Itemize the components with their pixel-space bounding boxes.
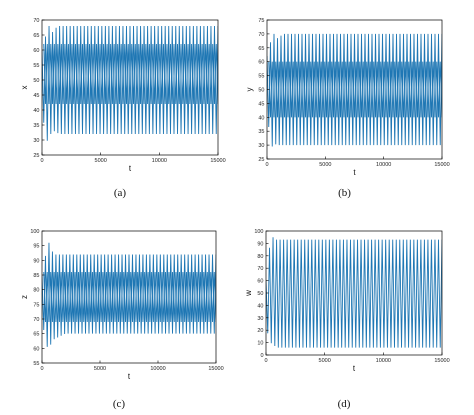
y-tick-label: 40 bbox=[258, 115, 264, 121]
x-tick-label: 15000 bbox=[434, 162, 449, 168]
y-tick-label: 55 bbox=[258, 74, 264, 80]
y-tick-label: 100 bbox=[254, 229, 263, 235]
x-axis-label: t bbox=[129, 164, 132, 173]
x-tick-label: 0 bbox=[40, 366, 43, 372]
y-tick-label: 85 bbox=[33, 273, 39, 279]
axes-frame bbox=[41, 230, 217, 364]
panel-a: 0 5000 10000 15000 25 30 35 40 45 50 55 60 65 70 t x (a) bbox=[20, 18, 226, 199]
panel-caption: (d) bbox=[338, 398, 351, 410]
y-tick-label: 30 bbox=[257, 316, 263, 322]
panel-b: 0 5000 10000 15000 25 30 35 40 45 50 55 60 65 70 75 t y (… bbox=[245, 18, 450, 199]
y-tick-label: 100 bbox=[30, 229, 39, 235]
y-tick-label: 70 bbox=[258, 32, 264, 38]
x-tick-label: 15000 bbox=[208, 366, 223, 372]
y-tick-label: 40 bbox=[33, 108, 39, 114]
y-tick-label: 35 bbox=[258, 129, 264, 135]
series-line-inner bbox=[268, 61, 442, 118]
panel-d: 0 5000 10000 15000 0 10 20 30 40 50 60 70 80 90 100 t w (… bbox=[244, 229, 450, 410]
y-tick-label: 65 bbox=[33, 332, 39, 338]
x-tick-label: 5000 bbox=[319, 162, 331, 168]
x-tick-label: 5000 bbox=[95, 158, 107, 164]
series-line bbox=[42, 242, 216, 347]
y-tick-label: 65 bbox=[33, 33, 39, 39]
y-tick-label: 25 bbox=[258, 157, 264, 163]
y-tick-label: 60 bbox=[33, 48, 39, 54]
y-tick-label: 0 bbox=[260, 353, 263, 359]
y-tick-label: 80 bbox=[33, 288, 39, 294]
x-tick-label: 10000 bbox=[152, 158, 167, 164]
x-tick-label: 10000 bbox=[376, 358, 391, 364]
y-tick-label: 45 bbox=[258, 101, 264, 107]
y-tick-label: 20 bbox=[257, 328, 263, 334]
series-line bbox=[42, 25, 218, 141]
panel-caption: (b) bbox=[338, 187, 351, 199]
y-axis-label: x bbox=[20, 86, 29, 90]
y-axis-label: y bbox=[245, 88, 254, 92]
y-tick-label: 50 bbox=[33, 78, 39, 84]
y-tick-label: 75 bbox=[258, 18, 264, 24]
y-tick-label: 35 bbox=[33, 123, 39, 129]
x-axis-label: t bbox=[353, 364, 356, 373]
y-tick-label: 70 bbox=[33, 317, 39, 323]
x-tick-label: 0 bbox=[40, 158, 43, 164]
y-tick-label: 60 bbox=[257, 279, 263, 285]
x-tick-label: 0 bbox=[265, 162, 268, 168]
panel-caption: (c) bbox=[113, 398, 126, 410]
y-tick-label: 70 bbox=[257, 266, 263, 272]
y-tick-label: 60 bbox=[258, 60, 264, 66]
y-tick-label: 55 bbox=[33, 361, 39, 367]
x-tick-label: 15000 bbox=[434, 358, 449, 364]
x-tick-label: 10000 bbox=[376, 162, 391, 168]
x-axis-label: t bbox=[353, 168, 356, 177]
x-tick-label: 10000 bbox=[150, 366, 165, 372]
y-tick-label: 45 bbox=[33, 93, 39, 99]
y-tick-label: 30 bbox=[33, 138, 39, 144]
y-tick-label: 70 bbox=[33, 18, 39, 24]
y-tick-label: 90 bbox=[33, 258, 39, 264]
x-axis-label: t bbox=[128, 372, 131, 381]
x-tick-label: 15000 bbox=[210, 158, 225, 164]
x-tick-label: 5000 bbox=[319, 358, 331, 364]
y-tick-label: 50 bbox=[257, 291, 263, 297]
y-tick-label: 25 bbox=[33, 153, 39, 159]
y-axis-label: w bbox=[244, 290, 253, 297]
y-tick-label: 65 bbox=[258, 46, 264, 52]
y-tick-label: 90 bbox=[257, 241, 263, 247]
series-line-inner bbox=[43, 272, 216, 322]
series-line-inner bbox=[43, 43, 218, 105]
y-tick-label: 50 bbox=[258, 88, 264, 94]
y-tick-label: 55 bbox=[33, 63, 39, 69]
y-tick-label: 60 bbox=[33, 346, 39, 352]
y-tick-label: 10 bbox=[257, 341, 263, 347]
y-tick-label: 30 bbox=[258, 143, 264, 149]
series-line bbox=[266, 237, 442, 348]
y-tick-label: 80 bbox=[257, 254, 263, 260]
series-line bbox=[267, 33, 442, 147]
axes-frame bbox=[41, 19, 219, 156]
x-tick-label: 0 bbox=[264, 358, 267, 364]
x-tick-label: 5000 bbox=[94, 366, 106, 372]
y-tick-label: 95 bbox=[33, 244, 39, 250]
y-tick-label: 40 bbox=[257, 303, 263, 309]
y-axis-label: z bbox=[20, 295, 29, 299]
y-tick-label: 75 bbox=[33, 302, 39, 308]
panel-caption: (a) bbox=[114, 187, 127, 199]
panel-c: 0 5000 10000 15000 55 60 65 70 75 80 85 90 95 100 t z (c… bbox=[20, 229, 224, 410]
